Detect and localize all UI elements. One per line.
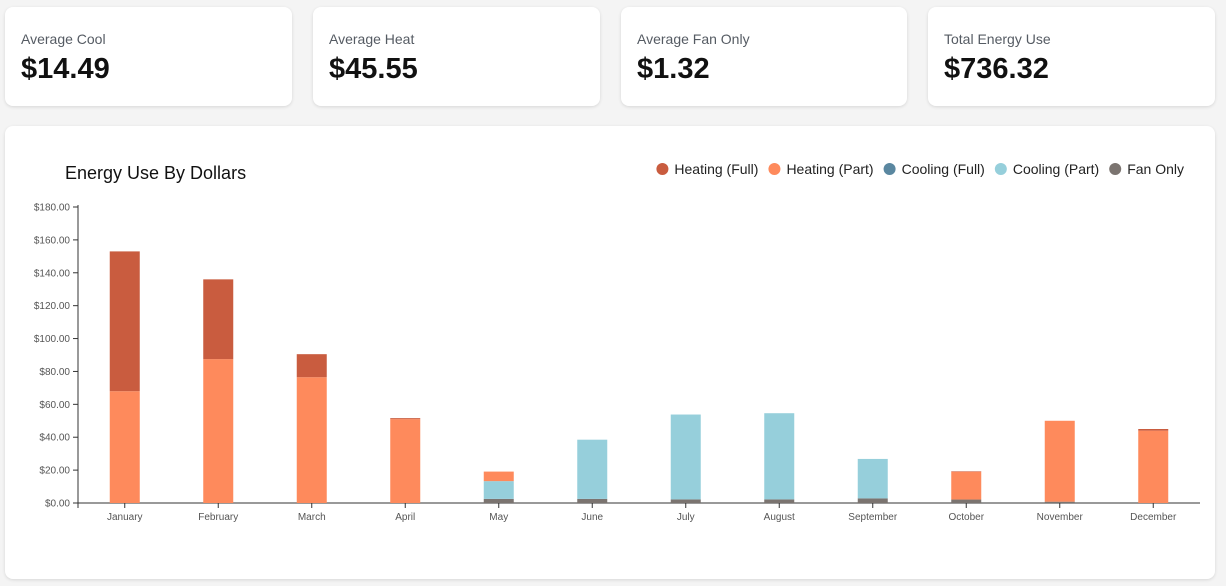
legend-label[interactable]: Fan Only (1127, 161, 1184, 177)
bar-november-heating-part[interactable] (1044, 420, 1075, 502)
bar-october-heating-full[interactable] (951, 471, 982, 472)
bar-december-heating-full[interactable] (1138, 429, 1169, 431)
y-tick-label: $40.00 (39, 433, 70, 444)
bar-march-heating-part[interactable] (296, 377, 327, 503)
bar-december-heating-part[interactable] (1138, 430, 1169, 503)
stat-card-average-fan-only: Average Fan Only $1.32 (621, 7, 907, 106)
stat-label: Average Heat (329, 31, 415, 47)
chart-title: Energy Use By Dollars (65, 163, 246, 183)
bar-october-fan-only[interactable] (951, 499, 982, 503)
legend-label[interactable]: Heating (Part) (786, 161, 873, 177)
legend-marker (994, 163, 1007, 175)
stat-value: $736.32 (944, 53, 1049, 85)
bar-may-fan-only[interactable] (483, 498, 514, 503)
x-tick-label: July (677, 512, 695, 523)
y-tick-label: $20.00 (39, 466, 70, 477)
bar-april-heating-part[interactable] (390, 419, 421, 503)
bar-february-heating-part[interactable] (203, 359, 234, 503)
legend-marker (1109, 163, 1122, 175)
stat-label: Average Fan Only (637, 31, 750, 47)
legend-label[interactable]: Cooling (Full) (902, 161, 985, 177)
y-tick-label: $120.00 (34, 301, 71, 312)
y-tick-label: $100.00 (34, 334, 71, 345)
bar-april-heating-full[interactable] (390, 418, 421, 420)
y-axis: $0.00 $20.00 $40.00 $60.00 $80.00 $100.00 $120… (34, 203, 79, 510)
stat-card-total-energy-use: Total Energy Use $736.32 (928, 7, 1215, 106)
bar-september-fan-only[interactable] (857, 498, 888, 503)
x-tick-label: May (489, 512, 508, 523)
chart-legend: Heating (Full) Heating (Part) Cooling (Ful… (656, 161, 1184, 177)
x-tick-label: August (764, 512, 795, 523)
y-tick-label: $180.00 (34, 203, 71, 214)
stat-value: $14.49 (21, 53, 110, 85)
legend-marker (656, 163, 669, 175)
x-tick-label: March (298, 512, 326, 523)
x-tick-label: September (848, 512, 898, 523)
x-tick-label: February (198, 512, 238, 523)
y-tick-label: $80.00 (39, 367, 70, 378)
bar-january-heating-full[interactable] (109, 251, 140, 392)
bar-february-heating-full[interactable] (203, 279, 234, 360)
bar-november-fan-only[interactable] (1044, 501, 1075, 503)
x-tick-label: December (1130, 512, 1177, 523)
stat-label: Average Cool (21, 31, 106, 47)
stat-card-average-cool: Average Cool $14.49 (5, 7, 292, 106)
chart-card: Energy Use By Dollars Heating (Full) Heat… (5, 126, 1215, 579)
x-tick-label: November (1037, 512, 1084, 523)
bar-may-cooling-part[interactable] (483, 481, 514, 499)
stat-value: $1.32 (637, 53, 710, 85)
bar-june-cooling-part[interactable] (577, 439, 608, 499)
bar-january-heating-part[interactable] (109, 391, 140, 503)
bar-may-heating-part[interactable] (483, 471, 514, 482)
stat-label: Total Energy Use (944, 31, 1051, 47)
bar-september-cooling-part[interactable] (857, 458, 888, 499)
legend-label[interactable]: Heating (Full) (674, 161, 758, 177)
y-tick-label: $160.00 (34, 235, 71, 246)
bar-july-cooling-part[interactable] (670, 414, 701, 500)
legend-label[interactable]: Cooling (Part) (1013, 161, 1099, 177)
energy-bar-chart: Energy Use By Dollars Heating (Full) Heat… (34, 161, 1200, 523)
stat-value: $45.55 (329, 53, 418, 85)
y-tick-label: $0.00 (45, 499, 70, 510)
legend-marker (883, 163, 896, 175)
x-tick-label: April (395, 512, 415, 523)
bar-july-fan-only[interactable] (670, 499, 701, 503)
x-tick-label: October (948, 512, 984, 523)
x-tick-label: January (107, 512, 143, 523)
stat-card-average-heat: Average Heat $45.55 (313, 7, 600, 106)
bar-june-fan-only[interactable] (577, 498, 608, 503)
y-tick-label: $60.00 (39, 400, 70, 411)
legend-marker (768, 163, 781, 175)
bar-august-cooling-part[interactable] (764, 413, 795, 500)
bar-august-fan-only[interactable] (764, 499, 795, 503)
y-tick-label: $140.00 (34, 268, 71, 279)
bars (109, 251, 1169, 503)
bar-march-heating-full[interactable] (296, 354, 327, 378)
x-axis: January February March April May June July Augu… (77, 502, 1200, 523)
bar-october-heating-part[interactable] (951, 471, 982, 500)
x-tick-label: June (581, 512, 603, 523)
